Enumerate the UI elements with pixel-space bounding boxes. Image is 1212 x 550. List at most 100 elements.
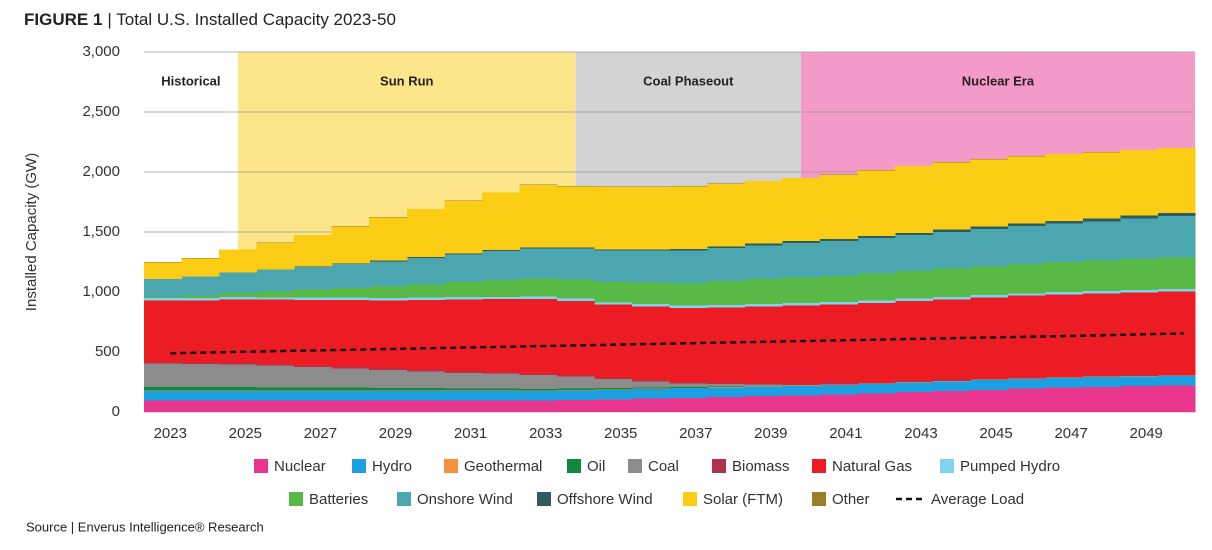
area-step	[406, 297, 445, 300]
area-step	[782, 241, 821, 244]
area-step	[331, 297, 370, 301]
area-step	[144, 362, 183, 364]
period-label: Sun Run	[380, 73, 433, 88]
title-label: FIGURE 1	[24, 10, 102, 29]
area-step	[444, 371, 483, 373]
area-step	[707, 384, 746, 387]
area-step	[932, 391, 971, 412]
area-step	[219, 363, 258, 365]
area-step	[444, 297, 483, 300]
legend-swatch	[254, 459, 268, 473]
area-step	[294, 365, 333, 367]
area-step	[481, 388, 520, 391]
area-step	[256, 364, 295, 366]
area-step	[444, 391, 483, 401]
area-step	[331, 387, 370, 391]
area-step	[331, 368, 370, 388]
area-step	[406, 371, 445, 389]
area-step	[219, 299, 258, 364]
area-step	[631, 388, 671, 399]
area-step	[932, 268, 971, 297]
period-label: Nuclear Era	[962, 73, 1035, 88]
area-step	[369, 286, 408, 298]
area-step	[707, 387, 746, 397]
area-step	[219, 387, 258, 391]
x-tick-label: 2037	[679, 425, 712, 442]
area-step	[331, 391, 370, 401]
area-step	[406, 400, 445, 412]
area-step	[594, 389, 633, 400]
area-step	[707, 280, 746, 305]
area-step	[631, 186, 671, 250]
area-step	[331, 400, 370, 412]
area-step	[556, 388, 596, 390]
legend-label: Natural Gas	[832, 458, 912, 475]
area-step	[519, 184, 558, 248]
area-step	[594, 304, 633, 378]
area-step	[969, 389, 1008, 412]
x-tick-label: 2035	[604, 425, 637, 442]
area-step	[219, 249, 258, 273]
area-step	[594, 388, 633, 390]
x-tick-label: 2041	[829, 425, 862, 442]
y-tick-label: 1,500	[82, 223, 120, 240]
area-step	[1007, 263, 1046, 294]
area-step	[969, 159, 1008, 227]
area-step	[519, 388, 558, 391]
area-step	[1044, 223, 1083, 262]
area-step	[181, 400, 220, 412]
area-step	[181, 295, 220, 299]
x-tick-label: 2029	[379, 425, 412, 442]
y-tick-label: 2,500	[82, 103, 120, 120]
area-step	[406, 370, 445, 372]
area-step	[519, 298, 558, 374]
legend-label: Batteries	[309, 491, 368, 508]
area-step	[294, 400, 333, 412]
area-step	[556, 375, 596, 377]
area-step	[144, 278, 183, 297]
area-step	[819, 174, 858, 239]
area-step	[519, 391, 558, 401]
area-step	[144, 363, 183, 387]
area-step	[181, 258, 220, 277]
legend-label: Pumped Hydro	[960, 458, 1060, 475]
area-step	[932, 232, 971, 269]
area-step	[1044, 154, 1083, 221]
area-step	[481, 192, 520, 251]
area-step	[857, 300, 896, 303]
area-step	[782, 277, 821, 304]
legend-swatch	[812, 459, 826, 473]
area-step	[181, 364, 220, 387]
area-step	[819, 384, 858, 395]
x-tick-label: 2049	[1130, 425, 1163, 442]
area-step	[181, 362, 220, 365]
area-step	[219, 391, 258, 401]
x-tick-label: 2045	[979, 425, 1012, 442]
legend-swatch	[683, 492, 697, 506]
area-step	[1119, 376, 1159, 387]
area-step	[894, 271, 933, 299]
legend-label: Onshore Wind	[417, 491, 513, 508]
area-step	[669, 248, 708, 251]
x-tick-label: 2025	[229, 425, 262, 442]
area-step	[481, 373, 520, 389]
legend-swatch	[537, 492, 551, 506]
area-step	[594, 379, 633, 389]
legend-swatch	[628, 459, 642, 473]
legend-label: Offshore Wind	[557, 491, 653, 508]
area-step	[707, 246, 746, 248]
area-step	[406, 388, 445, 391]
area-step	[631, 282, 671, 305]
legend-label: Average Load	[931, 491, 1024, 508]
area-step	[519, 373, 558, 376]
area-step	[369, 300, 408, 369]
area-step	[744, 181, 783, 244]
area-step	[819, 383, 858, 385]
area-step	[1044, 378, 1083, 388]
area-step	[707, 247, 746, 281]
area-step	[1044, 262, 1083, 292]
area-step	[519, 278, 558, 297]
area-step	[1007, 226, 1046, 264]
legend-label: Other	[832, 491, 870, 508]
legend-swatch	[712, 459, 726, 473]
